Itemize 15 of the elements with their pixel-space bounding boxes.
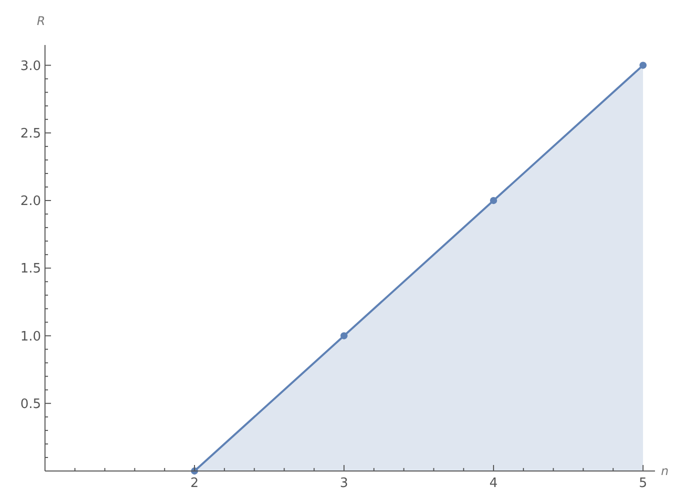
point (490, 196, 498, 204)
point (639, 62, 647, 69)
y-tick-label: 1.5 (20, 262, 41, 277)
y-tick-label: 1.0 (20, 329, 41, 344)
y-tick-label: 2.0 (20, 194, 41, 210)
x-tick-label: 2 (190, 476, 199, 491)
y-tick-label: 0.5 (20, 396, 41, 412)
x-tick-label: 5 (638, 476, 648, 491)
y-tick-label: 3.0 (20, 58, 41, 74)
x-tick-label: 4 (489, 476, 498, 491)
x-tick-label: 3 (340, 476, 348, 491)
x-axis-title: n (661, 464, 669, 478)
point (340, 332, 348, 340)
y-axis-title: R (36, 14, 46, 28)
y-tick-label: 2.5 (20, 126, 41, 142)
